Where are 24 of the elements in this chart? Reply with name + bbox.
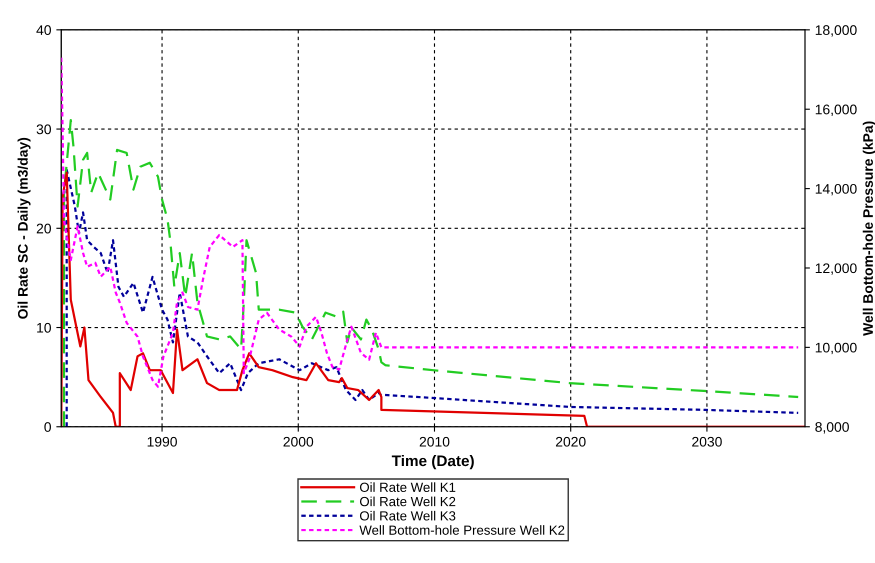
x-tick-label: 2020 xyxy=(556,436,586,447)
line-series xyxy=(61,56,800,388)
y2-tick-label: 18,000 xyxy=(816,25,857,37)
y2-tick-label: 12,000 xyxy=(816,263,857,275)
y-tick-label: 40 xyxy=(36,25,51,36)
x-tick-label: 1990 xyxy=(148,436,177,447)
y-axis-title: Oil Rate SC - Daily (m3/day) xyxy=(18,138,31,319)
y2-tick-label: 10,000 xyxy=(816,342,857,354)
y2-tick-label: 16,000 xyxy=(816,104,857,116)
y-tick-label: 10 xyxy=(37,322,51,333)
x-tick-label: 2010 xyxy=(420,436,450,447)
line-series xyxy=(62,119,800,427)
legend-label: Well Bottom-hole Pressure Well K2 xyxy=(359,525,564,535)
x-tick-label: 2030 xyxy=(692,436,722,447)
y-tick-label: 0 xyxy=(44,422,51,432)
y-tick-label: 20 xyxy=(36,224,51,234)
legend-label: Oil Rate Well K3 xyxy=(360,510,456,521)
y-tick-label: 30 xyxy=(36,124,51,134)
y2-tick-label: 8,000 xyxy=(815,422,849,434)
x-tick-label: 2000 xyxy=(284,436,314,447)
y2-tick-label: 14,000 xyxy=(816,184,857,196)
legend-label: Oil Rate Well K1 xyxy=(360,482,456,492)
x-axis-title: Time (Date) xyxy=(392,454,474,470)
legend-label: Oil Rate Well K2 xyxy=(360,496,456,506)
